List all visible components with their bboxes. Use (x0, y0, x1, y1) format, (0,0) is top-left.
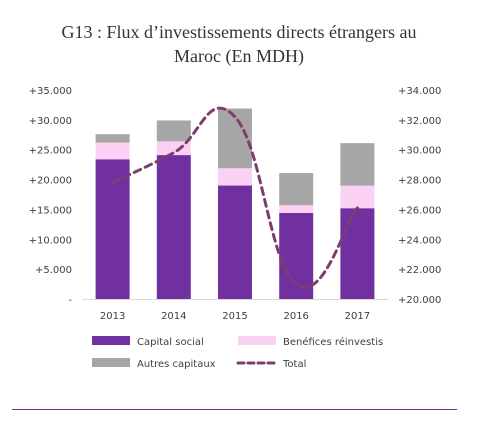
bar-segment-autres-capitaux (279, 173, 314, 206)
right-axis-tick-label: +32.000 (398, 116, 441, 127)
bar-segment-benefices-reinvestis (279, 205, 314, 214)
legend-capital-social-label: Capital social (137, 337, 204, 348)
bottom-divider (12, 409, 457, 410)
x-axis-tick-label: 2014 (161, 311, 186, 322)
bar-segment-autres-capitaux (156, 120, 191, 142)
bar-segment-capital-social (95, 159, 130, 299)
bar-segment-benefices-reinvestis (95, 142, 130, 160)
bar-segment-autres-capitaux (95, 134, 130, 143)
left-axis-tick-label: +5.000 (35, 265, 72, 276)
x-axis-tick-label: 2017 (345, 311, 370, 322)
chart-title-line-1: G13 : Flux d’investissements directs étr… (61, 22, 417, 42)
bar-segment-capital-social (156, 155, 191, 299)
bar-segment-capital-social (340, 208, 375, 299)
right-axis-tick-label: +34.000 (398, 86, 441, 97)
legend-autres-capitaux-swatch (92, 358, 130, 367)
legend-benefices-reinvestis-label: Benéfices réinvestis (283, 336, 383, 348)
bar-segment-benefices-reinvestis (340, 185, 375, 209)
legend-total-label: Total (282, 359, 306, 370)
right-axis-tick-label: +30.000 (398, 146, 441, 157)
left-axis-tick-label: +10.000 (29, 235, 72, 246)
x-axis-tick-label: 2015 (222, 311, 247, 322)
legend-autres-capitaux-label: Autres capitaux (137, 359, 216, 370)
left-axis-tick-label: +20.000 (29, 176, 72, 187)
right-axis-tick-label: +26.000 (398, 205, 441, 216)
legend-capital-social-swatch (92, 336, 130, 345)
right-axis-tick-label: +20.000 (398, 295, 441, 306)
bar-segment-benefices-reinvestis (156, 141, 191, 156)
bar-segment-autres-capitaux (340, 143, 375, 186)
right-axis-tick-label: +28.000 (398, 176, 441, 187)
left-axis-tick-label: +30.000 (29, 116, 72, 127)
x-axis-tick-label: 2016 (283, 311, 308, 322)
right-axis-tick-label: +24.000 (398, 235, 441, 246)
bar-segment-benefices-reinvestis (218, 168, 252, 186)
legend-benefices-reinvestis-swatch (238, 336, 276, 345)
left-axis-tick-label: +15.000 (29, 205, 72, 216)
left-axis-tick-label: +25.000 (29, 146, 72, 157)
total-line (111, 106, 359, 289)
x-axis-tick-label: 2013 (100, 311, 125, 322)
bar-segment-capital-social (218, 185, 252, 299)
right-axis-tick-label: +22.000 (398, 265, 441, 276)
left-axis-tick-label: +35.000 (29, 86, 72, 97)
chart-title-line-2: Maroc (En MDH) (174, 46, 304, 66)
left-axis-tick-label: - (68, 295, 72, 306)
